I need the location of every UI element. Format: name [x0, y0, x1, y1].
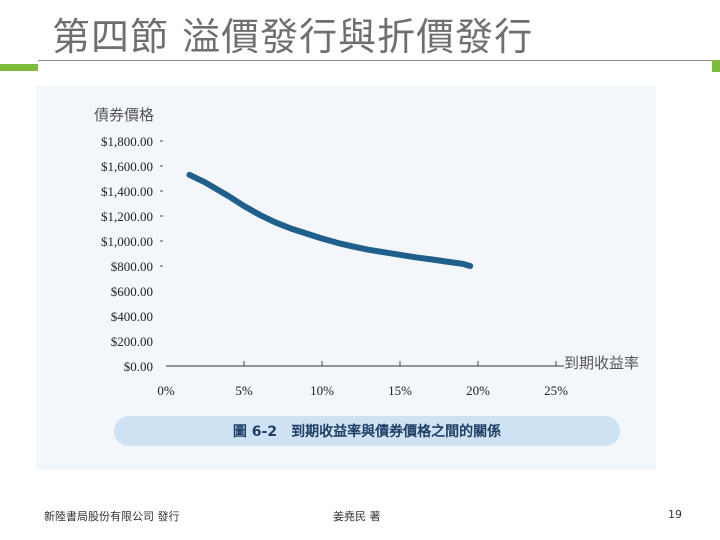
- author-footer: 姜堯民 著: [333, 510, 381, 523]
- title-underline: [38, 60, 720, 61]
- slide-title: 第四節 溢價發行與折價發行: [52, 15, 534, 59]
- page-number: 19: [668, 508, 682, 521]
- y-tick-label: $400.00: [111, 309, 153, 324]
- price-yield-curve: [186, 171, 474, 269]
- y-tick-label: $0.00: [124, 359, 153, 374]
- y-axis-label: 債券價格: [94, 106, 154, 124]
- x-tick-label: 15%: [388, 383, 412, 398]
- x-axis-label: 到期收益率: [564, 354, 639, 372]
- x-tick-label: 0%: [157, 383, 175, 398]
- y-tick-label: $200.00: [111, 334, 153, 349]
- figure-background: [36, 86, 656, 470]
- x-tick-label: 20%: [466, 383, 490, 398]
- y-axis-ticks: $0.00 $200.00 $400.00 $600.00 $800.00 $1,000.…: [101, 134, 163, 374]
- y-tick-label: $800.00: [111, 259, 153, 274]
- x-axis-ticks: 0% 5% 10% 15% 20% 25%: [157, 361, 568, 398]
- y-tick-label: $1,400.00: [101, 184, 153, 199]
- title-accent-bar-left: [0, 64, 38, 71]
- y-tick-label: $1,600.00: [101, 159, 153, 174]
- yield-price-chart: $0.00 $200.00 $400.00 $600.00 $800.00 $1,000.…: [94, 106, 639, 446]
- x-tick-label: 5%: [235, 383, 253, 398]
- title-accent-bar-right: [712, 60, 720, 72]
- x-tick-label: 10%: [310, 383, 334, 398]
- y-tick-label: $1,200.00: [101, 209, 153, 224]
- y-tick-label: $1,800.00: [101, 134, 153, 149]
- y-tick-label: $600.00: [111, 284, 153, 299]
- caption-band: [114, 416, 620, 446]
- x-tick-label: 25%: [544, 383, 568, 398]
- publisher-footer: 新陸書局股份有限公司 發行: [44, 510, 180, 523]
- figure-caption: 圖 6-2 到期收益率與債券價格之間的關係: [233, 423, 501, 440]
- y-tick-label: $1,000.00: [101, 234, 153, 249]
